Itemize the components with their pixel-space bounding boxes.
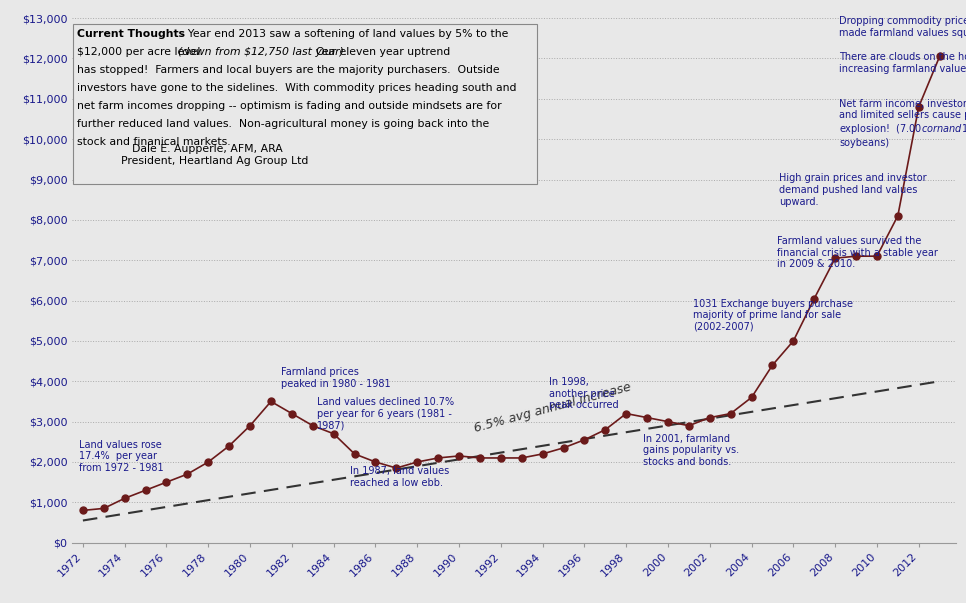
Text: 1031 Exchange buyers purchase
majority of prime land for sale
(2002-2007): 1031 Exchange buyers purchase majority o… [693,298,853,332]
Text: Land values rose
17.4%  per year
from 1972 - 1981: Land values rose 17.4% per year from 197… [78,440,163,473]
Text: 6.5% avg annual increase: 6.5% avg annual increase [473,380,633,435]
Text: High grain prices and investor
demand pushed land values
upward.: High grain prices and investor demand pu… [779,174,926,207]
Text: Farmland values survived the
financial crisis with a stable year
in 2009 & 2010.: Farmland values survived the financial c… [777,236,938,269]
Text: Net farm income, investor demand,
and limited sellers cause price
explosion!  ($: Net farm income, investor demand, and li… [839,99,966,148]
Text: further reduced land values.  Non-agricultural money is going back into the: further reduced land values. Non-agricul… [77,119,490,130]
Text: Farmland prices
peaked in 1980 - 1981: Farmland prices peaked in 1980 - 1981 [281,367,391,389]
Text: Dale E. Aupperle, AFM, ARA
    President, Heartland Ag Group Ltd: Dale E. Aupperle, AFM, ARA President, He… [107,144,308,166]
Text: Dropping commodity prices have
made farmland values squishy.: Dropping commodity prices have made farm… [839,16,966,37]
Text: In 1987, land values
reached a low ebb.: In 1987, land values reached a low ebb. [351,466,449,488]
Text: $12,000 per acre level: $12,000 per acre level [77,47,204,57]
Text: There are clouds on the horizon for
increasing farmland values.: There are clouds on the horizon for incr… [839,52,966,74]
Text: (down from $12,750 last year).: (down from $12,750 last year). [178,47,347,57]
Text: stock and finanical markets.: stock and finanical markets. [77,137,231,148]
Text: - Year end 2013 saw a softening of land values by 5% to the: - Year end 2013 saw a softening of land … [177,29,508,39]
Text: investors have gone to the sidelines.  With commodity prices heading south and: investors have gone to the sidelines. Wi… [77,83,517,93]
Text: has stopped!  Farmers and local buyers are the majority purchasers.  Outside: has stopped! Farmers and local buyers ar… [77,65,500,75]
Text: net farm incomes dropping -- optimism is fading and outside mindsets are for: net farm incomes dropping -- optimism is… [77,101,502,112]
Text: Our eleven year uptrend: Our eleven year uptrend [309,47,450,57]
Text: Current Thoughts: Current Thoughts [77,29,185,39]
Text: In 1998,
another price
peak occurred: In 1998, another price peak occurred [549,377,618,411]
Text: In 2001, farmland
gains popularity vs.
stocks and bonds.: In 2001, farmland gains popularity vs. s… [643,434,739,467]
Text: Land values declined 10.7%
per year for 6 years (1981 -
1987): Land values declined 10.7% per year for … [317,397,454,431]
